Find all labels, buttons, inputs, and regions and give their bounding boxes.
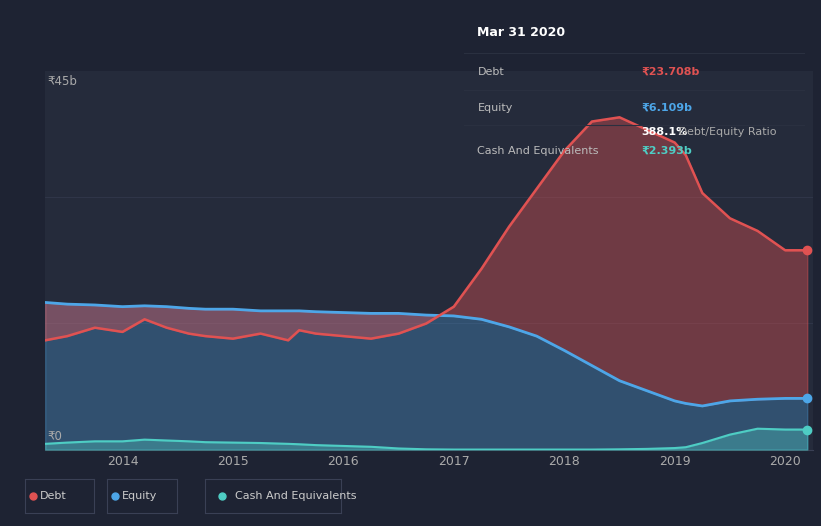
Text: ₹6.109b: ₹6.109b <box>641 103 692 113</box>
Text: ₹23.708b: ₹23.708b <box>641 67 699 77</box>
Text: ₹2.393b: ₹2.393b <box>641 146 692 156</box>
Text: Debt: Debt <box>478 67 504 77</box>
Text: Mar 31 2020: Mar 31 2020 <box>478 26 566 39</box>
Text: ₹45b: ₹45b <box>48 75 77 88</box>
Text: Cash And Equivalents: Cash And Equivalents <box>478 146 599 156</box>
Text: Equity: Equity <box>478 103 513 113</box>
Text: Debt: Debt <box>40 491 67 501</box>
Text: 388.1%: 388.1% <box>641 127 687 137</box>
Text: Equity: Equity <box>122 491 158 501</box>
Text: Debt/Equity Ratio: Debt/Equity Ratio <box>675 127 777 137</box>
Text: Cash And Equivalents: Cash And Equivalents <box>235 491 356 501</box>
Text: ₹0: ₹0 <box>48 430 62 443</box>
